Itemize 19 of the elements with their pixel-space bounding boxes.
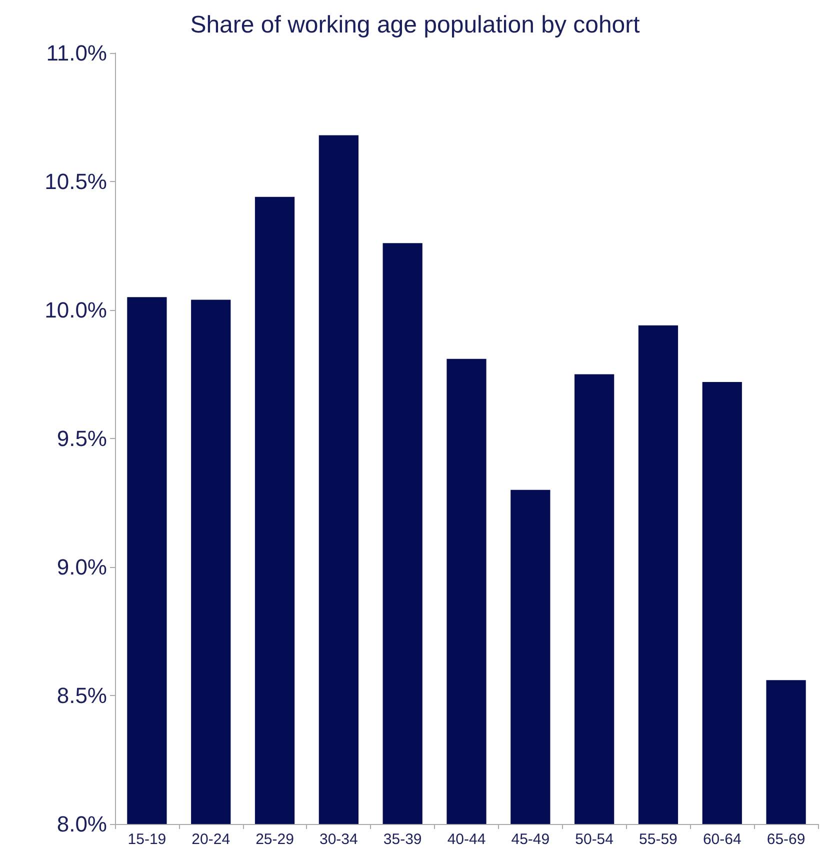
x-tick-label: 15-19	[128, 831, 166, 848]
x-tick-label: 20-24	[192, 831, 230, 848]
x-tick-label: 40-44	[447, 831, 486, 848]
y-tick-label: 8.5%	[56, 683, 107, 708]
y-tick-label: 8.0%	[56, 812, 107, 836]
x-tick-label: 65-69	[766, 831, 806, 848]
chart-title: Share of working age population by cohort	[190, 12, 640, 38]
x-tick-label: 45-49	[511, 831, 550, 848]
x-tick-label: 30-34	[319, 831, 358, 848]
y-tick-label: 10.0%	[44, 298, 107, 322]
x-tick-label: 25-29	[256, 831, 294, 848]
x-tick-label: 55-59	[639, 831, 678, 848]
y-tick-label: 9.5%	[56, 426, 107, 451]
x-tick-label: 35-39	[383, 831, 422, 848]
x-tick-label: 50-54	[575, 831, 614, 848]
y-tick-label: 10.5%	[44, 169, 107, 194]
y-tick-label: 9.0%	[56, 554, 107, 580]
x-tick-label: 60-64	[702, 831, 742, 848]
y-tick-label: 11.0%	[46, 40, 107, 66]
